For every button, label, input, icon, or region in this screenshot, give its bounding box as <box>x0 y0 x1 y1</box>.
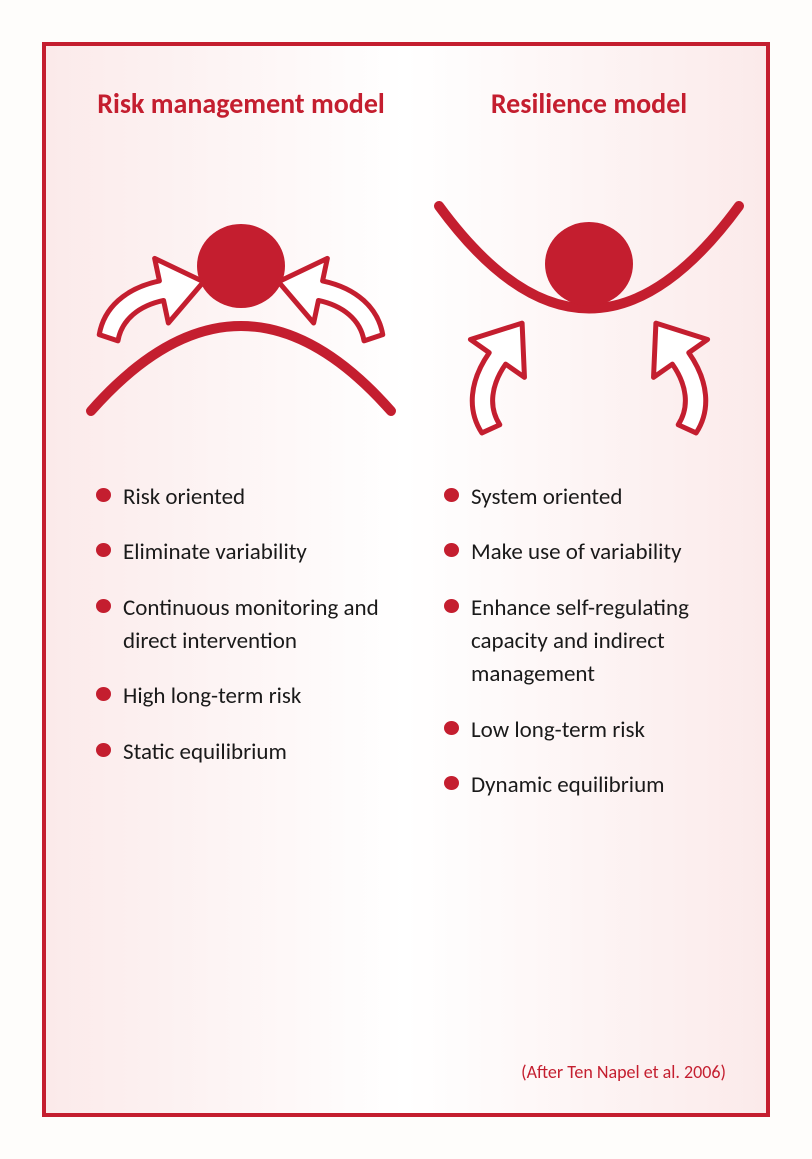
infographic-frame: Risk management model Risk oriented <box>42 42 770 1117</box>
list-item: Dynamic equilibrium <box>444 769 754 802</box>
ball-icon <box>197 224 285 308</box>
citation-text: (After Ten Napel et al. 2006) <box>521 1061 726 1083</box>
bullet-text: Enhance self-regulating capacity and ind… <box>471 592 754 692</box>
bullet-dot-icon <box>444 488 459 502</box>
list-item: Continuous monitoring and direct interve… <box>96 592 406 659</box>
ball-on-hill-diagram <box>76 151 406 451</box>
bullet-dot-icon <box>96 599 111 613</box>
bullet-dot-icon <box>96 743 111 757</box>
bullet-text: Eliminate variability <box>123 536 307 569</box>
bullet-dot-icon <box>96 543 111 557</box>
left-column: Risk management model Risk oriented <box>76 86 406 1093</box>
bullet-dot-icon <box>444 721 459 735</box>
list-item: Enhance self-regulating capacity and ind… <box>444 592 754 692</box>
list-item: Low long-term risk <box>444 714 754 747</box>
bullet-dot-icon <box>96 687 111 701</box>
bullet-text: Static equilibrium <box>123 736 287 769</box>
hill-arc <box>91 326 391 411</box>
bullet-text: Continuous monitoring and direct interve… <box>123 592 406 659</box>
bullet-text: Low long-term risk <box>471 714 645 747</box>
bullet-text: Make use of variability <box>471 536 682 569</box>
bullet-dot-icon <box>444 543 459 557</box>
bullet-text: Dynamic equilibrium <box>471 769 665 802</box>
right-bullets: System oriented Make use of variability … <box>424 481 754 824</box>
ball-in-valley-diagram <box>424 151 754 451</box>
left-arrow-icon <box>430 304 555 438</box>
bullet-dot-icon <box>444 776 459 790</box>
list-item: Make use of variability <box>444 536 754 569</box>
list-item: High long-term risk <box>96 680 406 713</box>
columns-container: Risk management model Risk oriented <box>46 86 766 1093</box>
list-item: Static equilibrium <box>96 736 406 769</box>
left-bullets: Risk oriented Eliminate variability Cont… <box>76 481 406 791</box>
left-title: Risk management model <box>97 86 385 121</box>
list-item: System oriented <box>444 481 754 514</box>
list-item: Risk oriented <box>96 481 406 514</box>
bullet-dot-icon <box>444 599 459 613</box>
list-item: Eliminate variability <box>96 536 406 569</box>
bullet-text: System oriented <box>471 481 622 514</box>
ball-icon <box>545 222 633 306</box>
right-column: Resilience model System oriented <box>424 86 754 1093</box>
bullet-text: High long-term risk <box>123 680 301 713</box>
right-title: Resilience model <box>491 86 687 121</box>
bullet-text: Risk oriented <box>123 481 245 514</box>
bullet-dot-icon <box>96 488 111 502</box>
right-arrow-icon <box>623 304 748 438</box>
